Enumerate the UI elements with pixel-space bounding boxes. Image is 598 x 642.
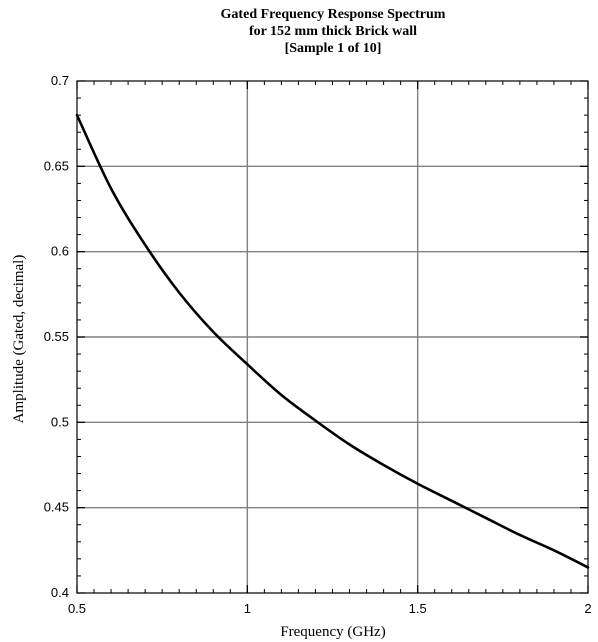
- y-tick-label: 0.4: [51, 585, 69, 600]
- y-tick-label: 0.55: [44, 329, 69, 344]
- grid: [77, 81, 588, 593]
- y-tick-label: 0.7: [51, 73, 69, 88]
- tick-labels: 0.5 1 1.5 2 0.4 0.45 0.5 0.55 0.6 0.65 0.7: [44, 73, 592, 616]
- plot-area-frame: [76, 80, 589, 594]
- series-line: [75, 113, 590, 569]
- x-tick-label: 0.5: [68, 601, 86, 616]
- chart-title-line-2: for 152 mm thick Brick wall: [249, 24, 417, 39]
- x-axis-label: Frequency (GHz): [280, 624, 385, 640]
- x-tick-label: 1: [244, 601, 251, 616]
- x-tick-label: 1.5: [409, 601, 427, 616]
- y-tick-label: 0.65: [44, 158, 69, 173]
- chart-title-line-3: [Sample 1 of 10]: [285, 41, 382, 56]
- y-tick-label: 0.45: [44, 500, 69, 515]
- chart-title-line-1: Gated Frequency Response Spectrum: [221, 7, 446, 22]
- x-tick-label: 2: [584, 601, 591, 616]
- y-tick-label: 0.5: [51, 414, 69, 429]
- y-tick-label: 0.6: [51, 244, 69, 259]
- y-axis-label: Amplitude (Gated, decimal): [11, 255, 27, 424]
